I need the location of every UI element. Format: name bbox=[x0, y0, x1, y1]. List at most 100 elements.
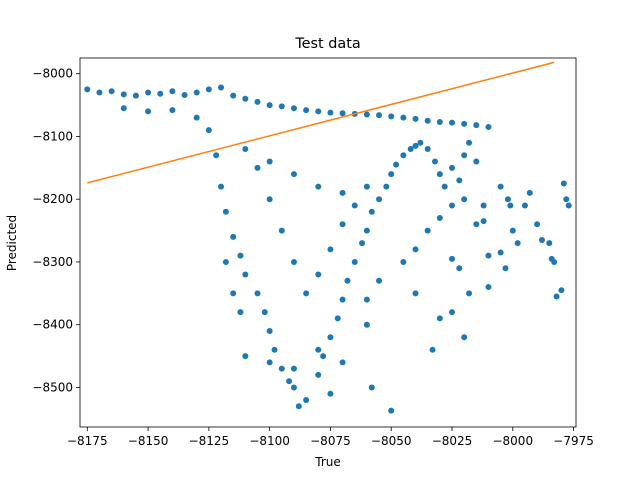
scatter-point bbox=[368, 208, 375, 215]
scatter-point bbox=[363, 227, 370, 234]
scatter-point bbox=[222, 258, 229, 265]
scatter-point bbox=[242, 95, 249, 102]
scatter-point bbox=[538, 236, 545, 243]
scatter-point bbox=[120, 91, 127, 98]
scatter-point bbox=[497, 249, 504, 256]
scatter-point bbox=[327, 246, 334, 253]
y-tick-label: −8300 bbox=[32, 255, 73, 269]
scatter-point bbox=[473, 221, 480, 228]
scatter-point bbox=[213, 152, 220, 159]
scatter-point bbox=[456, 177, 463, 184]
x-axis-ticks: −8175 −8150 −8125 −8100 −8075 −8050 −8025 −8000… bbox=[67, 427, 594, 448]
scatter-point bbox=[553, 293, 560, 300]
scatter-point bbox=[449, 202, 455, 209]
scatter-point bbox=[290, 384, 297, 391]
scatter-point bbox=[363, 183, 370, 190]
y-tick-label: −8100 bbox=[32, 129, 73, 143]
scatter-point bbox=[242, 145, 249, 152]
scatter-point bbox=[351, 202, 358, 209]
scatter-point bbox=[96, 89, 103, 96]
scatter-point bbox=[456, 265, 463, 272]
scatter-point bbox=[407, 145, 414, 152]
scatter-point bbox=[424, 145, 431, 152]
scatter-point bbox=[359, 240, 366, 247]
scatter-point bbox=[548, 255, 555, 262]
scatter-point bbox=[266, 196, 273, 203]
scatter-point bbox=[431, 158, 438, 165]
scatter-point bbox=[417, 139, 424, 146]
scatter-point bbox=[266, 327, 273, 334]
scatter-point bbox=[424, 227, 431, 234]
scatter-point bbox=[108, 88, 115, 95]
scatter-point bbox=[290, 365, 297, 372]
scatter-point bbox=[230, 290, 237, 297]
scatter-point bbox=[327, 390, 334, 397]
scatter-point bbox=[278, 227, 285, 234]
scatter-point bbox=[193, 114, 200, 121]
x-tick-label: −8125 bbox=[189, 434, 230, 448]
scatter-point bbox=[339, 221, 346, 228]
y-axis-label: Predicted bbox=[5, 215, 19, 271]
y-tick-label: −8500 bbox=[32, 380, 73, 394]
scatter-point bbox=[266, 158, 273, 165]
scatter-point bbox=[449, 255, 455, 262]
scatter-point bbox=[303, 290, 310, 297]
scatter-point bbox=[363, 321, 370, 328]
scatter-point bbox=[84, 86, 91, 93]
scatter-point bbox=[449, 309, 455, 316]
scatter-point bbox=[546, 240, 553, 247]
scatter-point bbox=[205, 127, 212, 134]
scatter-point bbox=[303, 107, 310, 114]
scatter-point bbox=[429, 346, 436, 353]
scatter-point bbox=[558, 287, 565, 294]
scatter-point bbox=[237, 309, 244, 316]
scatter-point bbox=[526, 189, 533, 196]
scatter-point bbox=[218, 183, 225, 190]
scatter-point bbox=[412, 142, 419, 149]
scatter-point bbox=[509, 227, 516, 234]
scatter-point bbox=[339, 189, 346, 196]
scatter-point bbox=[388, 171, 395, 178]
x-tick-label: −8150 bbox=[128, 434, 169, 448]
scatter-point bbox=[560, 180, 567, 187]
x-axis-label: True bbox=[314, 455, 341, 469]
scatter-point bbox=[363, 296, 370, 303]
scatter-point bbox=[145, 89, 152, 96]
scatter-point bbox=[157, 90, 164, 97]
scatter-point bbox=[502, 265, 509, 272]
scatter-point bbox=[441, 183, 448, 190]
scatter-point bbox=[327, 109, 334, 116]
scatter-point bbox=[193, 89, 200, 96]
x-tick-label: −8000 bbox=[492, 434, 533, 448]
y-tick-label: −8200 bbox=[32, 192, 73, 206]
scatter-point bbox=[339, 359, 346, 366]
scatter-point bbox=[497, 183, 504, 190]
scatter-point bbox=[436, 171, 443, 178]
scatter-point bbox=[266, 359, 273, 366]
scatter-point bbox=[254, 98, 261, 105]
scatter-point bbox=[436, 119, 443, 126]
scatter-point bbox=[461, 334, 468, 341]
scatter-point bbox=[473, 122, 480, 129]
scatter-point bbox=[376, 277, 383, 284]
scatter-point bbox=[461, 120, 468, 127]
scatter-point bbox=[393, 161, 400, 168]
scatter-point bbox=[507, 202, 514, 209]
scatter-point bbox=[400, 114, 407, 121]
scatter-point bbox=[368, 384, 375, 391]
scatter-point bbox=[514, 240, 521, 247]
scatter-point bbox=[344, 277, 351, 284]
x-tick-label: −8175 bbox=[67, 434, 108, 448]
scatter-point bbox=[315, 271, 322, 278]
scatter-point bbox=[376, 196, 383, 203]
scatter-point bbox=[254, 164, 261, 171]
scatter-point bbox=[145, 108, 152, 115]
scatter-point bbox=[230, 92, 237, 99]
scatter-point bbox=[383, 183, 390, 190]
scatter-point bbox=[230, 233, 237, 240]
scatter-point bbox=[169, 88, 176, 95]
scatter-point bbox=[351, 258, 358, 265]
scatter-point bbox=[286, 378, 293, 385]
